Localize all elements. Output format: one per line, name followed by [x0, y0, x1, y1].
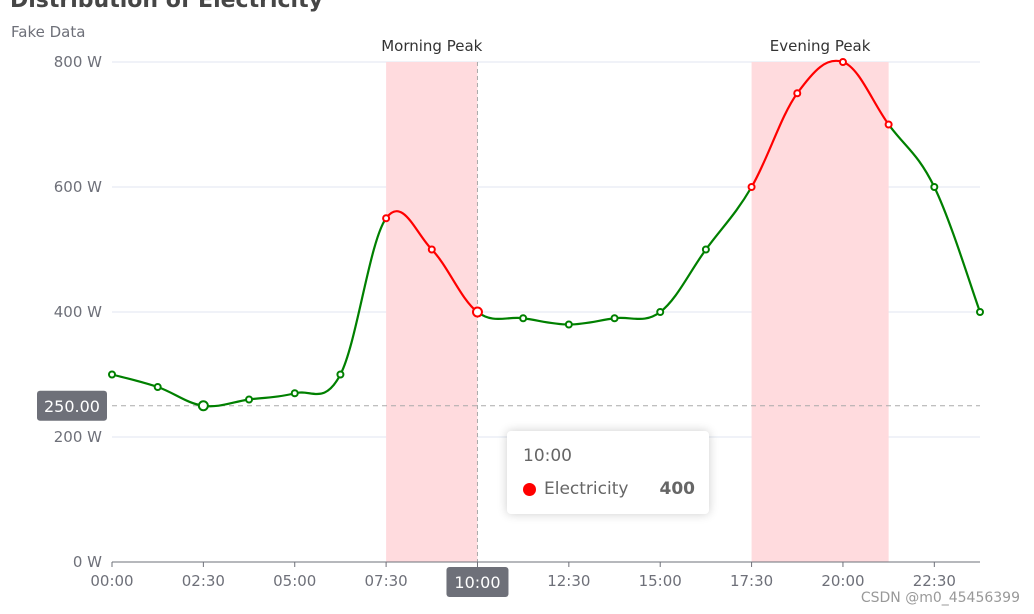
series-line-segment: [431, 248, 479, 313]
chart-title: Distribution of Electricity: [10, 0, 323, 13]
data-point: [197, 400, 209, 412]
data-point: [564, 320, 573, 329]
tooltip-series-name: Electricity: [544, 479, 629, 499]
series-line-segment: [750, 92, 799, 188]
data-point: [884, 120, 893, 129]
data-point: [153, 383, 162, 391]
series-line-segment: [933, 186, 982, 313]
series-line-segment: [157, 385, 204, 407]
y-tick-label: 200 W: [54, 428, 102, 446]
y-tick-label: 400 W: [54, 303, 102, 321]
y-tick-label: 800 W: [54, 53, 102, 71]
data-point: [519, 314, 528, 323]
data-point: [245, 395, 254, 404]
chart-subtitle: Fake Data: [11, 23, 86, 41]
series-line-segment: [523, 317, 569, 326]
data-point: [793, 89, 802, 98]
series-line-segment: [705, 186, 753, 251]
data-point: [382, 214, 391, 223]
mark-area: [751, 62, 889, 562]
series-line-segment: [842, 60, 890, 126]
series-line-segment: [203, 398, 250, 408]
axis-pointer-label-bg: [446, 567, 509, 597]
series-line-segment: [339, 217, 388, 376]
mark-area-label: Evening Peak: [770, 37, 871, 55]
series-line-segment: [294, 373, 342, 396]
data-point: [427, 245, 436, 254]
x-tick-label: 05:00: [273, 572, 316, 590]
x-tick-label: 10:00: [454, 573, 500, 592]
data-point: [976, 308, 984, 316]
tooltip-value: 400: [659, 479, 696, 499]
series-line-segment: [568, 317, 615, 326]
x-tick-label: 15:00: [639, 572, 682, 590]
data-point: [290, 389, 299, 398]
data-point: [701, 245, 710, 254]
x-tick-label: 00:00: [90, 572, 133, 590]
x-tick-label: 12:30: [547, 572, 590, 590]
series-line-segment: [887, 123, 936, 188]
tooltip-series-marker: [523, 483, 536, 496]
data-point: [838, 58, 847, 66]
data-point: [747, 183, 756, 191]
data-point: [656, 308, 665, 316]
mark-area-label: Morning Peak: [381, 37, 482, 55]
data-point: [108, 370, 116, 379]
x-tick-label: 07:30: [364, 572, 407, 590]
series-line-segment: [111, 373, 159, 389]
x-tick-label: 20:00: [821, 572, 864, 590]
x-tick-label: 17:30: [730, 572, 773, 590]
y-tick-label: 600 W: [54, 178, 102, 196]
mark-area: [386, 62, 478, 562]
watermark: CSDN @m0_45456399: [860, 590, 1020, 606]
x-tick-label: 02:30: [182, 572, 225, 590]
series-line-segment: [796, 59, 844, 94]
series-line-segment: [614, 311, 661, 321]
series-line-segment: [659, 248, 707, 313]
series-line-segment: [476, 311, 524, 321]
x-tick-label: 22:30: [913, 572, 956, 590]
mark-line-label-bg: [37, 390, 107, 421]
mark-line-label: 250.00: [44, 397, 100, 416]
y-tick-label: 0 W: [73, 553, 102, 571]
data-point: [610, 314, 619, 323]
data-point: [336, 370, 345, 379]
series-line-segment: [385, 210, 433, 251]
tooltip: 10:00 Electricity 400: [507, 431, 709, 514]
data-point: [471, 306, 483, 318]
data-point: [930, 183, 939, 191]
series-line-segment: [248, 392, 296, 401]
tooltip-time: 10:00: [523, 446, 572, 466]
